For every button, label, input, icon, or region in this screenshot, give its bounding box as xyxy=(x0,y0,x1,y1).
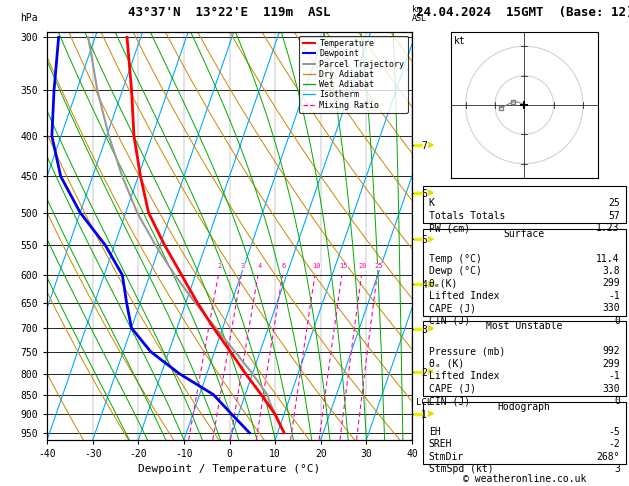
Text: 10: 10 xyxy=(312,263,321,269)
Bar xyxy=(423,186,626,223)
Text: 0: 0 xyxy=(614,396,620,406)
Text: 2: 2 xyxy=(218,263,222,269)
Text: 1.23: 1.23 xyxy=(596,223,620,233)
Text: CAPE (J): CAPE (J) xyxy=(429,303,476,313)
Text: Hodograph: Hodograph xyxy=(498,402,551,412)
Bar xyxy=(423,228,626,316)
X-axis label: Dewpoint / Temperature (°C): Dewpoint / Temperature (°C) xyxy=(138,465,321,474)
Text: 6: 6 xyxy=(282,263,286,269)
Text: 992: 992 xyxy=(602,347,620,356)
Text: CIN (J): CIN (J) xyxy=(429,396,470,406)
Text: hPa: hPa xyxy=(20,14,38,23)
Text: K: K xyxy=(429,198,435,208)
Bar xyxy=(423,402,626,464)
Text: PW (cm): PW (cm) xyxy=(429,223,470,233)
Text: Surface: Surface xyxy=(504,228,545,239)
Text: θₑ(K): θₑ(K) xyxy=(429,278,458,289)
Text: StmSpd (kt): StmSpd (kt) xyxy=(429,464,493,474)
Text: Lifted Index: Lifted Index xyxy=(429,291,499,301)
Text: Most Unstable: Most Unstable xyxy=(486,321,562,331)
Text: Pressure (mb): Pressure (mb) xyxy=(429,347,505,356)
Text: 20: 20 xyxy=(359,263,367,269)
Text: -5: -5 xyxy=(608,427,620,437)
Text: 3.8: 3.8 xyxy=(602,266,620,276)
Text: kt: kt xyxy=(454,36,465,46)
Text: 24.04.2024  15GMT  (Base: 12): 24.04.2024 15GMT (Base: 12) xyxy=(416,6,629,19)
Text: Lifted Index: Lifted Index xyxy=(429,371,499,382)
Text: 330: 330 xyxy=(602,384,620,394)
Text: © weatheronline.co.uk: © weatheronline.co.uk xyxy=(462,473,586,484)
Text: -1: -1 xyxy=(608,371,620,382)
Text: 3: 3 xyxy=(241,263,245,269)
Text: SREH: SREH xyxy=(429,439,452,449)
Text: LCL: LCL xyxy=(416,398,432,407)
Text: -1: -1 xyxy=(608,291,620,301)
Text: -2: -2 xyxy=(608,439,620,449)
Text: km
ASL: km ASL xyxy=(412,5,427,23)
Text: 268°: 268° xyxy=(596,451,620,462)
Text: EH: EH xyxy=(429,427,440,437)
Text: 11.4: 11.4 xyxy=(596,254,620,263)
Text: 299: 299 xyxy=(602,359,620,369)
Text: 330: 330 xyxy=(602,303,620,313)
Text: Dewp (°C): Dewp (°C) xyxy=(429,266,482,276)
Text: 57: 57 xyxy=(608,210,620,221)
Text: StmDir: StmDir xyxy=(429,451,464,462)
Text: 15: 15 xyxy=(339,263,347,269)
Text: 4: 4 xyxy=(257,263,262,269)
Text: Temp (°C): Temp (°C) xyxy=(429,254,482,263)
Text: CAPE (J): CAPE (J) xyxy=(429,384,476,394)
Text: 299: 299 xyxy=(602,278,620,289)
Text: 25: 25 xyxy=(608,198,620,208)
Text: 43°37'N  13°22'E  119m  ASL: 43°37'N 13°22'E 119m ASL xyxy=(128,6,331,19)
Text: Totals Totals: Totals Totals xyxy=(429,210,505,221)
Bar xyxy=(423,321,626,396)
Text: 0: 0 xyxy=(614,316,620,326)
Text: θₑ (K): θₑ (K) xyxy=(429,359,464,369)
Legend: Temperature, Dewpoint, Parcel Trajectory, Dry Adiabat, Wet Adiabat, Isotherm, Mi: Temperature, Dewpoint, Parcel Trajectory… xyxy=(299,36,408,113)
Text: 25: 25 xyxy=(374,263,382,269)
Text: 3: 3 xyxy=(614,464,620,474)
Text: CIN (J): CIN (J) xyxy=(429,316,470,326)
